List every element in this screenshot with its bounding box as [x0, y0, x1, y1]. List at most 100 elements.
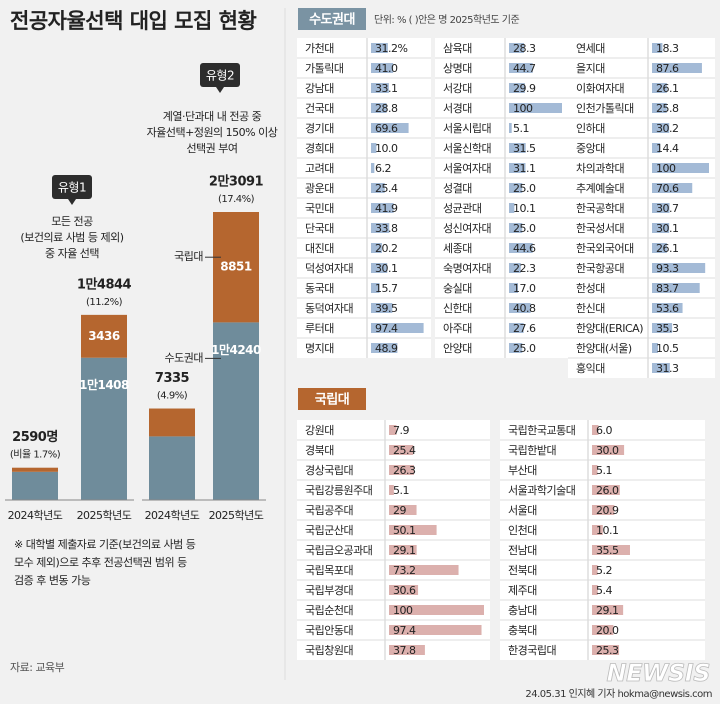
value-bar	[652, 303, 683, 313]
value-label: 70.6	[656, 182, 679, 195]
value-bar	[371, 123, 409, 133]
row-name: 가천대	[305, 41, 334, 55]
value-bar	[371, 203, 394, 213]
watermark: NEWSIS	[607, 659, 710, 687]
row-name: 을지대	[576, 62, 605, 75]
value-label: 100	[393, 604, 413, 617]
value-label: 40.8	[513, 302, 536, 315]
section-title: 수도권대	[309, 13, 355, 28]
row-name: 추계예술대	[576, 182, 624, 195]
value-label: 44.7	[513, 62, 536, 75]
value-label: 35.3	[656, 322, 679, 335]
value-label: 22.3	[513, 262, 536, 275]
value-bar	[509, 343, 523, 353]
value-bar	[509, 203, 515, 213]
value-label: 17.0	[513, 282, 536, 295]
value-label: 31.2%	[375, 42, 407, 55]
row-name: 덕성여자대	[305, 262, 353, 275]
row-name: 한경국립대	[508, 644, 556, 657]
bar-segment	[213, 322, 259, 500]
row-name: 이화여자대	[576, 82, 624, 95]
value-label: 29	[393, 504, 406, 517]
section-title: 국립대	[315, 393, 349, 408]
value-bar	[371, 263, 388, 273]
value-bar	[371, 43, 388, 53]
footnote: 모수 제외)으로 추후 전공선택권 범위 등	[14, 556, 187, 569]
value-label: 27.6	[513, 322, 536, 335]
value-bar	[592, 525, 603, 535]
row-name: 루터대	[305, 322, 334, 335]
value-bar	[389, 605, 484, 615]
subtitle: 자율선택+정원의 150% 이상	[147, 126, 278, 139]
row-name: 한국공학대	[576, 202, 624, 215]
value-label: 48.9	[375, 342, 398, 355]
value-label: 41.0	[375, 62, 398, 75]
row-name: 전북대	[508, 564, 537, 577]
value-label: 26.1	[656, 242, 679, 255]
value-label: 6.0	[596, 424, 612, 437]
value-bar	[371, 243, 382, 253]
value-label: 25.3	[596, 644, 619, 657]
row-name: 광운대	[305, 182, 334, 195]
value-bar	[652, 143, 661, 153]
value-label: 25.0	[513, 222, 536, 235]
row-name: 인천가톨릭대	[576, 101, 634, 115]
value-bar	[652, 343, 658, 353]
row-name: 충남대	[508, 604, 537, 617]
value-label: 30.6	[393, 584, 416, 597]
bar-segment	[12, 471, 58, 500]
badge-text: 유형2	[206, 69, 234, 83]
value-bar	[652, 323, 673, 333]
row-name: 가톨릭대	[305, 62, 343, 75]
value-label: 97.4	[393, 624, 416, 637]
value-label: 25.4	[375, 182, 398, 195]
row-name: 국민대	[305, 202, 334, 215]
value-label: 29.1	[393, 544, 416, 557]
total-label: 2590명	[12, 429, 58, 445]
value-label: 5.1	[393, 484, 409, 497]
table-column	[568, 38, 715, 378]
value-label: 5.4	[596, 584, 612, 597]
row-name: 인하대	[576, 121, 605, 135]
value-bar	[389, 545, 417, 555]
value-label: 33.1	[375, 82, 398, 95]
value-bar	[652, 123, 670, 133]
row-name: 국립부경대	[305, 584, 353, 597]
row-name: 아주대	[443, 322, 472, 335]
value-bar	[371, 323, 424, 333]
value-label: 7.9	[393, 424, 409, 437]
value-label: 20.2	[375, 242, 398, 255]
value-bar	[371, 223, 390, 233]
row-name: 서강대	[443, 82, 472, 95]
ratio-label: (비율 1.7%)	[10, 449, 61, 461]
value-label: 6.2	[375, 162, 391, 175]
value-label: 15.7	[375, 282, 398, 295]
value-bar	[509, 283, 519, 293]
total-label: 7335	[155, 371, 190, 386]
row-name: 강원대	[305, 424, 334, 437]
value-label: 14.4	[656, 142, 679, 155]
value-label: 31.1	[513, 162, 536, 175]
row-name: 한국성서대	[576, 222, 624, 235]
value-label: 87.6	[656, 62, 679, 75]
subtitle: 모든 전공	[51, 215, 93, 228]
value-bar	[371, 183, 385, 193]
value-bar	[592, 505, 615, 515]
value-bar	[592, 565, 598, 575]
row-name: 국립목포대	[305, 564, 353, 577]
value-bar	[509, 303, 531, 313]
value-label: 30.0	[596, 444, 619, 457]
row-name: 상명대	[443, 62, 472, 75]
value-label: 39.5	[375, 302, 398, 315]
row-name: 국립한밭대	[508, 444, 556, 457]
bar-segment	[149, 408, 195, 437]
bar-segment	[149, 436, 195, 500]
row-name: 세종대	[443, 242, 472, 255]
value-bar	[389, 445, 414, 455]
row-name: 국립금오공과대	[305, 544, 372, 557]
segment-label: 8851	[220, 260, 252, 274]
value-label: 25.8	[656, 102, 679, 115]
bar-segment	[81, 314, 127, 358]
row-name: 중앙대	[576, 142, 605, 155]
